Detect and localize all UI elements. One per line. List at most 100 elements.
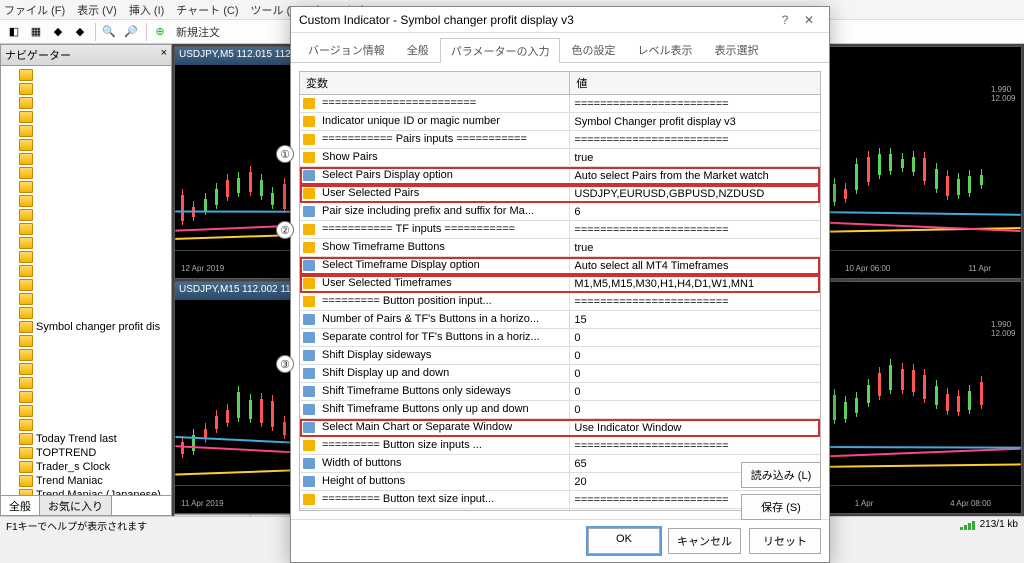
property-row[interactable]: Shift Timeframe Buttons only up and down… xyxy=(300,401,820,419)
close-icon[interactable]: ✕ xyxy=(797,13,821,27)
property-value[interactable]: ======================== xyxy=(570,95,820,112)
nav-tree-item[interactable] xyxy=(3,334,169,348)
property-row[interactable]: Show Pairstrue xyxy=(300,149,820,167)
nav-tab-favorites[interactable]: お気に入り xyxy=(40,496,112,515)
nav-tree-item[interactable]: TOPTREND xyxy=(3,446,169,460)
property-row[interactable]: ========= Button position input...======… xyxy=(300,293,820,311)
dialog-titlebar[interactable]: Custom Indicator - Symbol changer profit… xyxy=(291,7,829,33)
property-value[interactable]: USDJPY,EURUSD,GBPUSD,NZDUSD xyxy=(570,185,820,202)
nav-tree-item[interactable] xyxy=(3,96,169,110)
nav-tree-item[interactable] xyxy=(3,404,169,418)
property-value[interactable]: 0 xyxy=(570,347,820,364)
menu-view[interactable]: 表示 (V) xyxy=(77,2,117,18)
property-row[interactable]: Shift Display up and down0 xyxy=(300,365,820,383)
menu-chart[interactable]: チャート (C) xyxy=(176,2,238,18)
property-value[interactable]: Symbol Changer profit display v3 xyxy=(570,113,820,130)
toolbar-icon[interactable]: ◆ xyxy=(70,22,90,42)
nav-tree-item[interactable] xyxy=(3,292,169,306)
property-row[interactable]: Select Main Chart or Separate WindowUse … xyxy=(300,419,820,437)
property-row[interactable]: Indicator unique ID or magic numberSymbo… xyxy=(300,113,820,131)
property-row[interactable]: Number of Pairs & TF's Buttons in a hori… xyxy=(300,311,820,329)
property-value[interactable]: 6 xyxy=(570,203,820,220)
property-value[interactable]: 0 xyxy=(570,401,820,418)
property-row[interactable]: User Selected PairsUSDJPY,EURUSD,GBPUSD,… xyxy=(300,185,820,203)
toolbar-icon[interactable]: ▦ xyxy=(26,22,46,42)
help-icon[interactable]: ? xyxy=(773,13,797,27)
navigator-tree[interactable]: Symbol changer profit dis Today Trend las… xyxy=(1,66,171,496)
close-icon[interactable]: × xyxy=(161,47,167,63)
property-row[interactable]: Pair size including prefix and suffix fo… xyxy=(300,203,820,221)
nav-tree-item[interactable] xyxy=(3,348,169,362)
nav-tree-item[interactable] xyxy=(3,264,169,278)
dialog-tab[interactable]: バージョン情報 xyxy=(297,37,396,62)
property-row[interactable]: Select Pairs Display optionAuto select P… xyxy=(300,167,820,185)
property-value[interactable]: ======================== xyxy=(570,437,820,454)
nav-tree-item[interactable] xyxy=(3,208,169,222)
property-row[interactable]: Separate control for TF's Buttons in a h… xyxy=(300,329,820,347)
nav-tree-item[interactable]: Today Trend last xyxy=(3,432,169,446)
property-value[interactable]: true xyxy=(570,149,820,166)
property-value[interactable]: Auto select Pairs from the Market watch xyxy=(570,167,820,184)
nav-tree-item[interactable] xyxy=(3,306,169,320)
nav-tree-item[interactable] xyxy=(3,362,169,376)
property-value[interactable]: ======================== xyxy=(570,131,820,148)
property-row[interactable]: Show Timeframe Buttonstrue xyxy=(300,239,820,257)
load-button[interactable]: 読み込み (L) xyxy=(741,462,821,488)
toolbar-icon[interactable]: 🔍 xyxy=(99,22,119,42)
dialog-tab[interactable]: レベル表示 xyxy=(626,37,703,62)
nav-tree-item[interactable] xyxy=(3,68,169,82)
property-value[interactable]: M1,M5,M15,M30,H1,H4,D1,W1,MN1 xyxy=(570,275,820,292)
property-value[interactable]: true xyxy=(570,239,820,256)
property-value[interactable]: 0 xyxy=(570,383,820,400)
toolbar-icon[interactable]: ◧ xyxy=(4,22,24,42)
toolbar-icon[interactable]: ◆ xyxy=(48,22,68,42)
nav-tab-general[interactable]: 全般 xyxy=(1,496,40,515)
nav-tree-item[interactable] xyxy=(3,110,169,124)
navigator-tabs[interactable]: 全般 お気に入り xyxy=(1,495,171,515)
property-row[interactable]: =========== TF inputs ==================… xyxy=(300,221,820,239)
property-value[interactable]: 0 xyxy=(570,365,820,382)
property-row[interactable]: User Selected TimeframesM1,M5,M15,M30,H1… xyxy=(300,275,820,293)
property-grid[interactable]: 変数 値 ===================================… xyxy=(299,71,821,511)
property-row[interactable]: ========= Button size inputs ...========… xyxy=(300,437,820,455)
nav-tree-item[interactable] xyxy=(3,250,169,264)
menu-file[interactable]: ファイル (F) xyxy=(4,2,65,18)
dialog-tabs[interactable]: バージョン情報全般パラメーターの入力色の設定レベル表示表示選択 xyxy=(291,33,829,63)
save-button[interactable]: 保存 (S) xyxy=(741,494,821,520)
property-value[interactable]: Auto select all MT4 Timeframes xyxy=(570,257,820,274)
property-value[interactable]: 0 xyxy=(570,329,820,346)
nav-tree-item[interactable] xyxy=(3,390,169,404)
property-row[interactable]: Shift Timeframe Buttons only sideways0 xyxy=(300,383,820,401)
property-value[interactable]: ======================== xyxy=(570,221,820,238)
property-row[interactable]: Select Timeframe Display optionAuto sele… xyxy=(300,257,820,275)
nav-tree-item[interactable]: Symbol changer profit dis xyxy=(3,320,169,334)
nav-tree-item[interactable] xyxy=(3,180,169,194)
menu-insert[interactable]: 挿入 (I) xyxy=(129,2,164,18)
property-value[interactable]: 15 xyxy=(570,311,820,328)
dialog-tab[interactable]: パラメーターの入力 xyxy=(440,38,561,63)
dialog-tab[interactable]: 全般 xyxy=(396,37,440,62)
nav-tree-item[interactable] xyxy=(3,236,169,250)
nav-tree-item[interactable] xyxy=(3,376,169,390)
nav-tree-item[interactable] xyxy=(3,418,169,432)
nav-tree-item[interactable] xyxy=(3,124,169,138)
nav-tree-item[interactable] xyxy=(3,82,169,96)
dialog-tab[interactable]: 色の設定 xyxy=(560,37,626,62)
property-row[interactable]: =========== Pairs inputs ===============… xyxy=(300,131,820,149)
nav-tree-item[interactable] xyxy=(3,222,169,236)
property-row[interactable]: Shift Display sideways0 xyxy=(300,347,820,365)
nav-tree-item[interactable] xyxy=(3,194,169,208)
nav-tree-item[interactable]: Trend Maniac xyxy=(3,474,169,488)
nav-tree-item[interactable] xyxy=(3,138,169,152)
nav-tree-item[interactable] xyxy=(3,166,169,180)
toolbar-icon[interactable]: 🔎 xyxy=(121,22,141,42)
new-order-button[interactable]: 新規注文 xyxy=(172,24,224,40)
property-value[interactable]: ======================== xyxy=(570,293,820,310)
nav-tree-item[interactable] xyxy=(3,152,169,166)
nav-tree-item[interactable] xyxy=(3,278,169,292)
dialog-tab[interactable]: 表示選択 xyxy=(703,37,769,62)
property-row[interactable]: ========================================… xyxy=(300,95,820,113)
toolbar-icon[interactable]: ⊕ xyxy=(150,22,170,42)
nav-tree-item[interactable]: Trader_s Clock xyxy=(3,460,169,474)
property-value[interactable]: Use Indicator Window xyxy=(570,419,820,436)
